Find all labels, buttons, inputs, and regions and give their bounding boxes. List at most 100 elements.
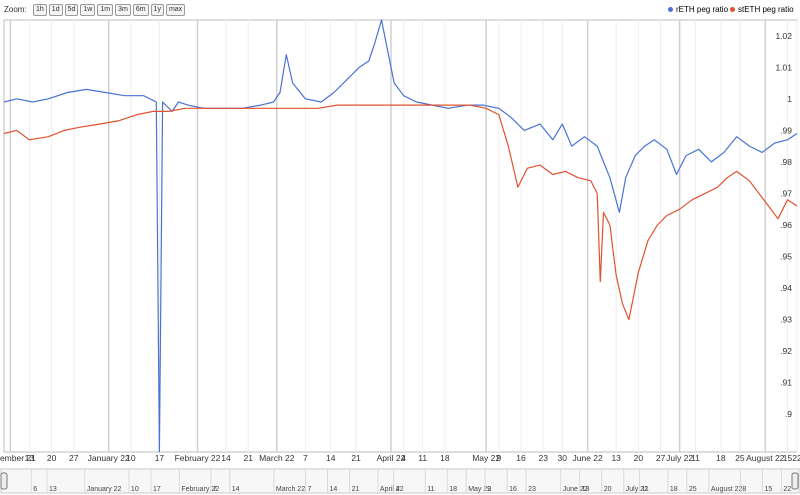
reth-legend-dot-icon [668, 7, 673, 12]
navigator-tick-label: April 22 [380, 486, 404, 493]
x-tick-label: July 22 [666, 453, 693, 463]
y-tick-label: .95 [780, 251, 792, 261]
y-tick-label: .96 [780, 220, 792, 230]
y-tick-label: .98 [780, 157, 792, 167]
zoom-button-1w[interactable]: 1w [80, 4, 96, 16]
x-tick-label: 14 [326, 453, 336, 463]
navigator-right-handle[interactable] [791, 472, 799, 490]
x-tick-label: 30 [558, 453, 568, 463]
navigator-tick-label: 25 [689, 486, 697, 493]
x-tick-label: March 22 [259, 453, 295, 463]
y-tick-label: .94 [780, 283, 792, 293]
legend-label-reth: rETH peg ratio [676, 5, 729, 14]
navigator-tick-label: 7 [213, 486, 217, 493]
zoom-button-1d[interactable]: 1d [48, 4, 63, 16]
legend-label-steth: stETH peg ratio [738, 5, 794, 14]
zoom-label: Zoom: [4, 5, 27, 14]
y-tick-label: .92 [780, 346, 792, 356]
x-tick-label: 22 [792, 453, 800, 463]
y-tick-label: .91 [780, 378, 792, 388]
navigator-tick-label: June 22 [563, 486, 588, 493]
navigator-tick-label: 16 [509, 486, 517, 493]
navigator-left-handle[interactable] [0, 472, 8, 490]
zoom-buttons: 1h 1d 5d 1w 1m 3m 6m 1y max [33, 4, 186, 16]
y-axis: 1.02 1.01 1 .99 .98 .97 .96 .95 .94 .93 .92 .91 .9 [775, 31, 792, 419]
navigator-tick-label: 18 [449, 486, 457, 493]
y-tick-label: .93 [780, 315, 792, 325]
zoom-button-max[interactable]: max [165, 4, 186, 16]
x-tick-label: 11 [418, 453, 427, 463]
navigator-tick-label: 8 [742, 486, 746, 493]
navigator-tick-label: 11 [427, 486, 434, 493]
zoom-toolbar: Zoom: 1h 1d 5d 1w 1m 3m 6m 1y max rETH peg ratio… [0, 0, 800, 20]
navigator-tick-label: 9 [487, 486, 491, 493]
x-tick-label: 20 [47, 453, 57, 463]
x-tick-label: 9 [496, 453, 501, 463]
legend-item-steth[interactable]: stETH peg ratio [730, 5, 794, 14]
plot-frame [3, 19, 798, 453]
x-tick-label: 18 [440, 453, 450, 463]
navigator-tick-label: 11 [642, 486, 649, 493]
x-tick-label: June 22 [573, 453, 604, 463]
y-tick-label: 1.01 [775, 62, 792, 72]
navigator-tick-label: May 22 [468, 486, 491, 493]
x-tick-label: 16 [516, 453, 526, 463]
navigator-tick-label: 14 [330, 486, 338, 493]
zoom-button-6m[interactable]: 6m [132, 4, 149, 16]
x-tick-label: 21 [351, 453, 361, 463]
navigator-tick-label: 13 [49, 486, 57, 493]
x-tick-label: April 22 [377, 453, 406, 463]
legend-item-reth[interactable]: rETH peg ratio [668, 5, 728, 14]
navigator-tick-label: February 22 [181, 486, 219, 493]
navigator-tick-label: 7 [307, 486, 311, 493]
navigator-tick-label: January 22 [87, 486, 122, 493]
x-tick-label: 13 [611, 453, 621, 463]
x-tick-label: 17 [155, 453, 165, 463]
reth-series-line [3, 19, 798, 453]
y-tick-label: .9 [785, 409, 792, 419]
grid-lines [3, 19, 798, 453]
navigator-tick-label: July 22 [626, 486, 648, 493]
navigator-tick-label: 17 [153, 486, 161, 493]
x-tick-label: August 22 [746, 453, 785, 463]
series-lines [3, 19, 798, 453]
zoom-button-1y[interactable]: 1y [150, 4, 164, 16]
navigator-tick-label: March 22 [276, 486, 305, 493]
x-tick-label: 27 [656, 453, 666, 463]
y-tick-label: .97 [780, 188, 792, 198]
zoom-button-1m[interactable]: 1m [97, 4, 114, 16]
x-tick-label: 14 [221, 453, 231, 463]
zoom-button-1h[interactable]: 1h [33, 4, 47, 16]
x-tick-label: May 22 [472, 453, 500, 463]
x-tick-label: 11 [691, 453, 700, 463]
navigator-tick-label: August 22 [711, 486, 743, 493]
zoom-button-5d[interactable]: 5d [64, 4, 79, 16]
navigator-tick-label: 14 [232, 486, 240, 493]
y-tick-label: 1 [787, 94, 792, 104]
x-tick-label: February 22 [175, 453, 221, 463]
navigator-tick-label: 15 [764, 486, 772, 493]
y-tick-label: 1.02 [775, 31, 792, 41]
navigator-tick-label: 4 [396, 486, 400, 493]
y-tick-label: .99 [780, 125, 792, 135]
x-tick-label: 27 [69, 453, 79, 463]
navigator[interactable]: 6 13 January 22 10 17 February 227 14 March 22 7… [0, 468, 800, 494]
navigator-tick-label: 22 [783, 486, 791, 493]
navigator-track[interactable] [0, 468, 800, 494]
zoom-button-3m[interactable]: 3m [115, 4, 131, 16]
x-tick-label: 15 [783, 453, 793, 463]
steth-legend-dot-icon [730, 7, 735, 12]
navigator-tick-label: 10 [131, 486, 139, 493]
navigator-tick-label: 18 [670, 486, 678, 493]
x-tick-label: 10 [126, 453, 136, 463]
navigator-tick-label: 21 [352, 486, 360, 493]
x-tick-label: 7 [303, 453, 308, 463]
x-tick-label: 21 [244, 453, 254, 463]
x-tick-label: December 21 [0, 453, 36, 463]
x-tick-label: January 22 [88, 453, 130, 463]
navigator-tick-label: 13 [582, 486, 590, 493]
steth-series-line [3, 104, 798, 321]
x-tick-label: 18 [716, 453, 726, 463]
x-tick-label: 20 [634, 453, 644, 463]
